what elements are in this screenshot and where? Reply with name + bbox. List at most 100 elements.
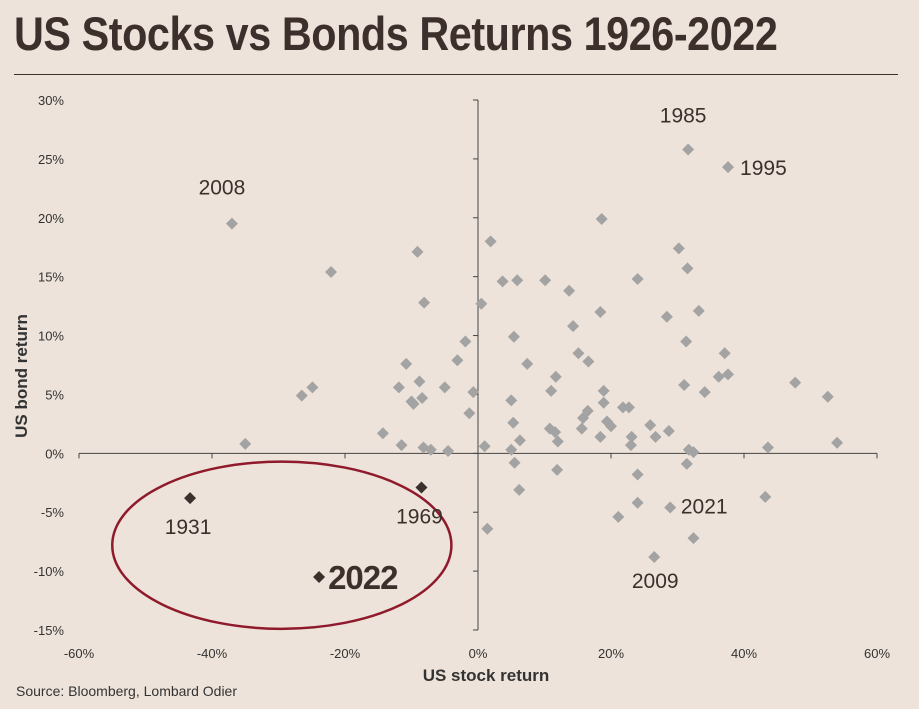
highlight-label-2022: 2022 — [328, 559, 398, 596]
y-tick-label: 30% — [38, 93, 64, 108]
y-tick-label: 20% — [38, 211, 64, 226]
data-point — [392, 381, 405, 394]
x-tick-label: -60% — [64, 646, 95, 661]
data-point — [521, 357, 534, 370]
highlight-label-1969: 1969 — [396, 505, 443, 528]
data-point — [418, 296, 431, 309]
data-point — [789, 376, 802, 389]
highlight-label-1931: 1931 — [165, 516, 212, 539]
data-point — [624, 439, 637, 452]
data-point — [680, 457, 693, 470]
title-divider — [14, 74, 898, 75]
y-axis-label: US bond return — [12, 314, 31, 438]
data-point — [680, 335, 693, 348]
data-point — [376, 427, 389, 440]
data-point — [612, 510, 625, 523]
data-point — [597, 396, 610, 409]
data-point — [551, 463, 564, 476]
data-point — [549, 370, 562, 383]
highlight-ellipse — [111, 460, 453, 631]
data-point — [549, 426, 562, 439]
annotation-label-2021: 2021 — [681, 495, 728, 518]
data-point — [601, 415, 614, 428]
data-point — [682, 143, 695, 156]
data-point — [577, 412, 590, 424]
data-point — [631, 273, 644, 286]
annotation-label-1985: 1985 — [660, 104, 707, 127]
data-point — [545, 384, 558, 397]
data-point — [625, 430, 638, 443]
data-point — [660, 310, 673, 323]
data-point — [631, 496, 644, 509]
highlight-point-1969 — [415, 481, 428, 494]
data-point — [513, 434, 526, 447]
data-point — [718, 347, 731, 360]
data-point — [481, 522, 494, 535]
data-point — [225, 217, 238, 230]
data-point — [582, 355, 595, 368]
y-tick-label: 10% — [38, 329, 64, 344]
data-point — [508, 456, 521, 469]
x-tick-label: 40% — [731, 646, 757, 661]
page-title: US Stocks vs Bonds Returns 1926-2022 — [14, 7, 778, 60]
data-point — [405, 395, 418, 408]
data-point — [595, 212, 608, 225]
data-point — [681, 262, 694, 275]
data-point — [698, 386, 711, 399]
data-point — [761, 441, 774, 454]
x-tick-label: -20% — [330, 646, 361, 661]
x-axis-label: US stock return — [423, 666, 550, 685]
y-tick-label: 15% — [38, 270, 64, 285]
data-point — [644, 419, 657, 432]
data-point — [722, 161, 735, 174]
data-point — [451, 354, 464, 367]
x-axis-tick-labels: -60% -40% -20% 0% 20% 40% 60% — [64, 453, 890, 661]
data-points — [225, 143, 844, 563]
data-point — [416, 391, 429, 404]
data-point — [594, 430, 607, 443]
data-point — [459, 335, 472, 348]
data-point — [687, 532, 700, 545]
data-point — [424, 443, 437, 456]
data-point — [478, 440, 491, 453]
data-point — [484, 235, 497, 248]
data-point — [692, 304, 705, 317]
data-point — [831, 436, 844, 449]
highlight-points: 1931 1969 2022 — [165, 481, 443, 596]
data-point — [631, 468, 644, 481]
data-point — [467, 386, 480, 399]
y-tick-label: -5% — [41, 505, 65, 520]
data-point — [513, 483, 526, 496]
x-tick-label: -40% — [197, 646, 228, 661]
x-tick-label: 60% — [864, 646, 890, 661]
highlight-ellipse-layer — [111, 460, 453, 631]
data-point — [507, 416, 520, 429]
data-point — [622, 401, 635, 414]
data-point — [413, 375, 426, 388]
data-point — [597, 384, 610, 397]
y-tick-label: 0% — [45, 446, 64, 461]
y-tick-label: 5% — [45, 387, 64, 402]
data-point — [295, 389, 308, 402]
data-point — [551, 435, 564, 448]
data-point — [507, 330, 520, 343]
data-point — [438, 381, 451, 394]
annotation-label-2009: 2009 — [632, 570, 679, 593]
y-axis-tick-labels: 30% 25% 20% 15% 10% 5% 0% -5% -10% -15% — [34, 93, 478, 638]
data-point — [463, 407, 476, 420]
data-point — [664, 501, 677, 514]
data-point — [475, 297, 488, 310]
source-note: Source: Bloomberg, Lombard Odier — [16, 683, 237, 699]
data-point — [505, 443, 518, 456]
data-point — [572, 347, 585, 360]
y-tick-label: -10% — [34, 564, 65, 579]
data-point — [442, 444, 455, 457]
data-point — [567, 320, 580, 333]
data-point — [722, 368, 735, 381]
data-point — [511, 274, 524, 287]
data-point — [821, 390, 834, 403]
data-point — [539, 274, 552, 287]
data-point — [672, 242, 685, 255]
x-tick-label: 0% — [469, 646, 488, 661]
